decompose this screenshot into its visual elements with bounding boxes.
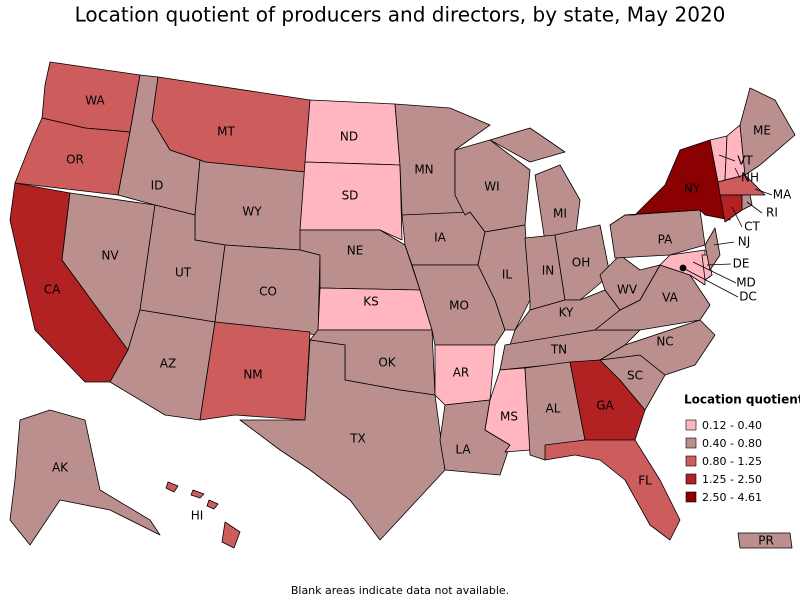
- legend-label: 0.40 - 0.80: [702, 437, 762, 450]
- state-label: WA: [85, 94, 105, 108]
- leader-line: [718, 154, 736, 162]
- state-label: MN: [414, 163, 433, 177]
- legend-label: 2.50 - 4.61: [702, 491, 762, 504]
- legend-swatch: [685, 491, 697, 503]
- leader-line: [713, 241, 735, 246]
- state-shape: [239, 339, 446, 541]
- legend-swatch: [685, 437, 697, 449]
- state-label: AR: [453, 366, 470, 380]
- state-shape: [704, 227, 721, 271]
- state-label: KS: [363, 295, 379, 309]
- leader-line: [731, 206, 743, 228]
- state-label: LA: [455, 443, 471, 457]
- legend-label: 0.12 - 0.40: [702, 419, 762, 432]
- state-label: GA: [596, 399, 614, 413]
- state-label: NJ: [738, 235, 751, 249]
- leader-line: [682, 267, 739, 298]
- state-shape: [214, 244, 321, 336]
- state-shape: [717, 174, 766, 196]
- state-shape: [9, 409, 161, 546]
- map-title: Location quotient of producers and direc…: [75, 3, 726, 27]
- state-shape: [299, 161, 403, 241]
- legend-swatch: [685, 455, 697, 467]
- state-shape: [599, 319, 716, 376]
- state-label: ME: [753, 124, 771, 138]
- legend-label: 1.25 - 2.50: [702, 473, 762, 486]
- state-label: IL: [502, 268, 513, 282]
- leader-line: [692, 261, 737, 284]
- state-label: OR: [66, 153, 84, 167]
- legend-label: 0.80 - 1.25: [702, 455, 762, 468]
- state-label: NE: [347, 244, 364, 258]
- state-label: CO: [259, 285, 277, 299]
- leader-line: [734, 167, 741, 179]
- state-label: AK: [52, 461, 69, 475]
- state-label: MS: [500, 410, 518, 424]
- state-label: OH: [572, 256, 590, 270]
- state-label: WI: [484, 180, 499, 194]
- state-label: RI: [766, 206, 778, 220]
- state-shape: [489, 127, 581, 243]
- state-label: MI: [553, 207, 567, 221]
- state-label: WV: [617, 283, 638, 297]
- state-label: MA: [773, 188, 792, 202]
- state-label: FL: [638, 474, 652, 488]
- state-shape: [165, 481, 241, 549]
- state-label: DE: [733, 257, 750, 271]
- state-label: NM: [243, 368, 262, 382]
- state-label: ND: [340, 130, 358, 144]
- leader-line: [706, 263, 732, 266]
- state-label: AZ: [160, 357, 176, 371]
- state-label: VT: [737, 154, 753, 168]
- state-label: PR: [758, 534, 774, 548]
- state-label: SD: [342, 189, 359, 203]
- state-label: PA: [658, 233, 673, 247]
- state-label: DC: [739, 290, 757, 304]
- state-shape: [199, 321, 311, 421]
- state-label: NC: [656, 335, 673, 349]
- state-label: UT: [175, 266, 192, 280]
- state-label: AL: [546, 402, 561, 416]
- state-shape: [554, 224, 611, 301]
- state-shape: [701, 254, 713, 281]
- legend: 0.12 - 0.40 0.40 - 0.80 0.80 - 1.25 1.25 - …: [685, 419, 762, 504]
- state-label: MD: [736, 276, 756, 290]
- state-shape: [544, 439, 681, 541]
- state-label: WY: [242, 205, 262, 219]
- state-label: KY: [559, 306, 574, 320]
- state-label: IN: [542, 264, 555, 278]
- state-shape: [741, 194, 753, 211]
- state-label: TX: [349, 432, 366, 446]
- state-shape: [737, 532, 793, 549]
- state-label: CT: [744, 220, 760, 234]
- state-label: SC: [627, 369, 643, 383]
- state-label: NV: [101, 249, 119, 263]
- state-label: NH: [741, 171, 759, 185]
- state-label: TN: [550, 343, 567, 357]
- state-label: MT: [217, 125, 235, 139]
- state-label: HI: [191, 509, 204, 523]
- legend-swatch: [685, 419, 697, 431]
- state-shape: [477, 224, 531, 331]
- state-labels: WA OR CA NV ID MT WY UT CO AZ NM ND SD NE KS OK TX MN IA MO…: [44, 94, 792, 548]
- state-label: OK: [378, 356, 396, 370]
- state-label: MO: [449, 299, 469, 313]
- state-label: IA: [434, 231, 447, 245]
- state-label: CA: [44, 283, 61, 297]
- state-label: VA: [662, 291, 678, 305]
- state-label: ID: [151, 179, 164, 193]
- legend-swatch: [685, 473, 697, 485]
- state-shape: [484, 367, 531, 453]
- state-label: NY: [684, 182, 701, 196]
- footnote: Blank areas indicate data not available.: [291, 584, 509, 597]
- leader-line: [746, 201, 763, 214]
- legend-title: Location quotient: [684, 393, 800, 407]
- leader-line: [754, 188, 773, 196]
- states: [9, 61, 796, 549]
